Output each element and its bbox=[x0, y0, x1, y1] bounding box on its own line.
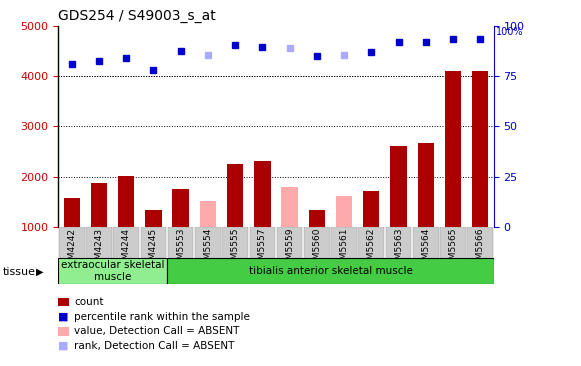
Text: percentile rank within the sample: percentile rank within the sample bbox=[74, 311, 250, 322]
Bar bbox=[413, 227, 439, 258]
Text: ■: ■ bbox=[58, 341, 69, 351]
Bar bbox=[254, 161, 271, 227]
Bar bbox=[227, 164, 243, 227]
Text: tissue: tissue bbox=[3, 266, 36, 277]
Bar bbox=[331, 227, 357, 258]
Text: GDS254 / S49003_s_at: GDS254 / S49003_s_at bbox=[58, 9, 216, 23]
Text: 100%: 100% bbox=[496, 27, 523, 37]
Text: GSM5565: GSM5565 bbox=[449, 228, 457, 271]
Bar bbox=[63, 198, 80, 227]
Text: GSM5561: GSM5561 bbox=[339, 228, 349, 271]
Bar bbox=[223, 227, 248, 258]
Text: GSM5566: GSM5566 bbox=[476, 228, 485, 271]
Bar bbox=[58, 258, 167, 284]
Bar bbox=[309, 210, 325, 227]
Text: GSM5564: GSM5564 bbox=[421, 228, 431, 271]
Bar bbox=[440, 227, 466, 258]
Bar bbox=[358, 227, 384, 258]
Bar bbox=[445, 71, 461, 227]
Text: ▶: ▶ bbox=[36, 266, 44, 277]
Bar bbox=[118, 176, 134, 227]
Bar bbox=[173, 189, 189, 227]
Bar bbox=[91, 183, 107, 227]
Bar bbox=[168, 227, 193, 258]
Text: GSM4242: GSM4242 bbox=[67, 228, 76, 271]
Bar bbox=[86, 227, 112, 258]
Text: GSM5557: GSM5557 bbox=[258, 228, 267, 271]
Text: tibialis anterior skeletal muscle: tibialis anterior skeletal muscle bbox=[249, 266, 413, 276]
Bar bbox=[167, 258, 494, 284]
Text: count: count bbox=[74, 297, 104, 307]
Bar bbox=[281, 187, 297, 227]
Text: GSM4244: GSM4244 bbox=[121, 228, 131, 271]
Bar bbox=[195, 227, 221, 258]
Bar bbox=[390, 146, 407, 227]
Text: GSM5563: GSM5563 bbox=[394, 228, 403, 271]
Text: GSM5559: GSM5559 bbox=[285, 228, 294, 271]
Bar bbox=[386, 227, 411, 258]
Bar bbox=[336, 196, 352, 227]
Bar bbox=[472, 71, 489, 227]
Text: value, Detection Call = ABSENT: value, Detection Call = ABSENT bbox=[74, 326, 240, 336]
Bar bbox=[59, 227, 84, 258]
Bar bbox=[304, 227, 329, 258]
Bar bbox=[250, 227, 275, 258]
Text: GSM4243: GSM4243 bbox=[95, 228, 103, 271]
Text: GSM5555: GSM5555 bbox=[231, 228, 239, 271]
Text: GSM5562: GSM5562 bbox=[367, 228, 376, 271]
Text: GSM4245: GSM4245 bbox=[149, 228, 158, 271]
Text: rank, Detection Call = ABSENT: rank, Detection Call = ABSENT bbox=[74, 341, 235, 351]
Bar bbox=[468, 227, 493, 258]
Bar bbox=[363, 191, 379, 227]
Text: ■: ■ bbox=[58, 311, 69, 322]
Bar bbox=[113, 227, 139, 258]
Bar bbox=[141, 227, 166, 258]
Text: GSM5553: GSM5553 bbox=[176, 228, 185, 271]
Text: GSM5560: GSM5560 bbox=[313, 228, 321, 271]
Text: GSM5554: GSM5554 bbox=[203, 228, 213, 271]
Bar bbox=[418, 143, 434, 227]
Bar bbox=[145, 210, 162, 227]
Bar bbox=[277, 227, 302, 258]
Bar bbox=[200, 201, 216, 227]
Text: extraocular skeletal
muscle: extraocular skeletal muscle bbox=[61, 260, 164, 282]
